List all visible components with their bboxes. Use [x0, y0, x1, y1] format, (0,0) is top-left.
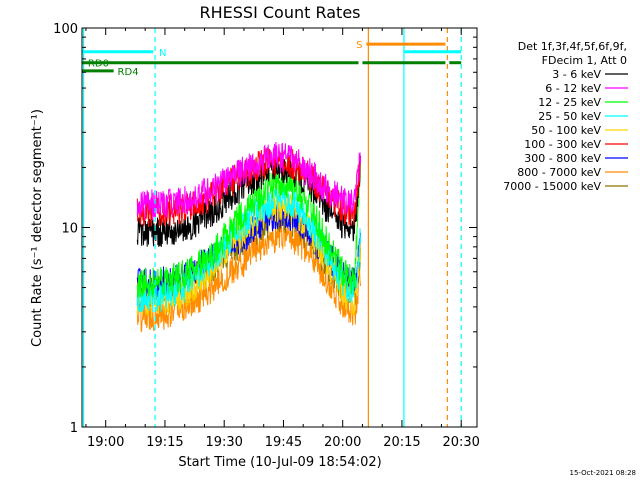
x-tick-label: 19:45: [265, 435, 302, 450]
chart-title: RHESSI Count Rates: [200, 3, 361, 22]
x-tick-label: 19:30: [205, 435, 242, 450]
legend-header: Det 1f,3f,4f,5f,6f,9f,: [518, 40, 627, 53]
data-layer: [136, 141, 361, 333]
legend-entry-label: 25 - 50 keV: [538, 110, 601, 123]
legend-entry-label: 7000 - 15000 keV: [503, 180, 601, 193]
flag-label: RD4: [118, 67, 139, 78]
legend-entry-label: 3 - 6 keV: [552, 68, 601, 81]
x-tick-label: 19:15: [146, 435, 183, 450]
footer-timestamp: 15-Oct-2021 08:28: [570, 469, 636, 477]
x-tick-label: 20:15: [383, 435, 420, 450]
y-axis-label: Count Rate (s⁻¹ detector segment⁻¹): [30, 109, 45, 347]
legend-header: FDecim 1, Att 0: [542, 54, 627, 67]
series-line: [136, 161, 361, 298]
legend-entry-label: 100 - 300 keV: [524, 138, 601, 151]
legend: Det 1f,3f,4f,5f,6f,9f,FDecim 1, Att 03 -…: [503, 40, 628, 193]
x-tick-label: 20:00: [324, 435, 361, 450]
flag-label: S: [356, 40, 362, 51]
x-axis-label: Start Time (10-Jul-09 18:54:02): [178, 455, 381, 470]
legend-entry-label: 6 - 12 keV: [545, 82, 601, 95]
flag-layer: N S RD0 RD4: [82, 28, 462, 427]
flag-label: N: [159, 48, 166, 59]
series-line: [136, 141, 361, 221]
y-tick-label: 10: [61, 222, 78, 237]
flag-label: RD0: [88, 59, 109, 70]
x-tick-label: 20:30: [442, 435, 479, 450]
legend-entry-label: 300 - 800 keV: [524, 152, 601, 165]
legend-entry-label: 50 - 100 keV: [531, 124, 601, 137]
legend-entry-label: 800 - 7000 keV: [517, 166, 601, 179]
y-tick-label: 1: [70, 421, 78, 436]
y-tick-label: 100: [53, 22, 78, 37]
x-tick-label: 19:00: [87, 435, 124, 450]
legend-entry-label: 12 - 25 keV: [538, 96, 601, 109]
axis-layer: 19:00 19:15 19:30 19:45 20:00 20:15 20:30 1 10 10…: [53, 22, 480, 450]
